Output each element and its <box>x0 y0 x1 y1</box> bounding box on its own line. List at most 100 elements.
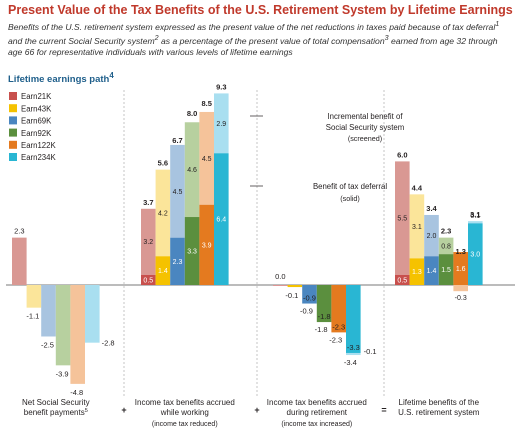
data-label-retirement-total-earn92k: -1.8 <box>315 325 328 334</box>
bar-retirement-deferral-earn234k <box>346 285 361 353</box>
bar-lifetime-ss-earn43k <box>409 194 425 259</box>
bar-net-ss-earn234k <box>85 285 100 343</box>
category-label-1-line-2: benefit payments5 <box>24 408 88 417</box>
data-label-working-total-earn92k: 8.0 <box>187 109 197 118</box>
subtitle-part-4: earned from age 32 through age 66 for re… <box>8 35 498 58</box>
bar-working-deferral-earn69k <box>170 237 185 285</box>
data-label-retirement-deferral-earn122k: -2.3 <box>332 322 345 331</box>
bar-working-ss-earn92k <box>184 122 200 218</box>
annotation-deferral-line-1: Benefit of tax deferral <box>313 182 387 191</box>
data-label-retirement-deferral-earn43k: -0.1 <box>285 291 298 300</box>
data-label-lifetime-ss-earn92k: 0.8 <box>441 243 451 250</box>
legend-label-earn69k: Earn69K <box>21 117 52 126</box>
bar-lifetime-deferral-earn92k <box>438 254 454 285</box>
operator-1: + <box>121 405 126 415</box>
bar-lifetime-ss-earn21k <box>395 161 410 275</box>
data-label-working-deferral-earn69k: 2.3 <box>173 259 183 266</box>
bar-net-ss-earn21k <box>12 237 27 285</box>
category-sublabel-2: (income tax reduced) <box>152 421 218 428</box>
category-label-3-line-2: during retirement <box>287 408 348 417</box>
data-label-lifetime-total-earn122k: 1.3 <box>455 247 465 256</box>
bar-net-ss-earn122k <box>70 285 85 384</box>
bar-working-deferral-earn43k <box>155 256 171 285</box>
operator-2: + <box>254 405 259 415</box>
data-label-net-ss-earn122k: -4.8 <box>70 388 83 397</box>
footnote-1: 1 <box>495 20 500 28</box>
subtitle-part-2: and the current Social Security system <box>8 35 155 46</box>
data-label-net-ss-earn43k: -1.1 <box>26 312 39 321</box>
bar-net-ss-earn69k <box>41 285 56 337</box>
bar-working-ss-earn234k <box>214 93 229 154</box>
data-label-retirement-deferral-earn69k: -0.9 <box>303 294 316 303</box>
bar-working-ss-earn69k <box>170 144 185 238</box>
category-label-3-line-1: Income tax benefits accrued <box>267 398 367 407</box>
legend-swatch-earn21k <box>9 92 17 100</box>
footnote-3: 3 <box>384 34 389 43</box>
bar-retirement-deferral-earn43k <box>287 285 303 288</box>
data-label-lifetime-deferral-earn234k: 3.0 <box>470 252 480 259</box>
bar-working-deferral-earn122k <box>199 204 214 285</box>
bar-net-ss-earn43k <box>26 285 42 308</box>
annotation-ss-line-1: Incremental benefit of <box>328 112 404 121</box>
data-label-net-ss-earn234k: -2.8 <box>102 339 115 348</box>
subtitle-part-3: as a percentage of the present value of … <box>158 35 385 46</box>
bar-retirement-ss-earn234k <box>346 352 361 356</box>
legend-label-earn92k: Earn92K <box>21 129 52 138</box>
data-label-retirement-total-earn234k: -3.4 <box>344 358 357 367</box>
data-label-working-deferral-earn21k: 0.5 <box>143 277 153 284</box>
category-sublabel-3: (income tax increased) <box>281 421 352 428</box>
category-label-4-line-2: U.S. retirement system <box>398 408 480 417</box>
bar-retirement-deferral-earn21k <box>273 285 288 286</box>
legend-swatch-earn234k <box>9 153 17 161</box>
data-label-working-ss-earn69k: 4.5 <box>173 189 183 196</box>
data-label-lifetime-deferral-earn43k: 1.3 <box>412 269 422 276</box>
annotation-ss-line-2: Social Security system <box>326 123 404 132</box>
data-label-lifetime-deferral-earn122k: 1.6 <box>456 266 466 273</box>
footnote-2: 2 <box>154 34 159 43</box>
data-label-lifetime-deferral-earn69k: 1.4 <box>427 268 437 275</box>
bar-lifetime-deferral-earn21k <box>395 274 410 285</box>
data-label-lifetime-ss-earn43k: 3.1 <box>412 224 422 231</box>
data-label-retirement-deferral-earn92k: -1.8 <box>318 312 331 321</box>
subtitle-part-1: Benefits of the U.S. retirement system e… <box>8 21 496 32</box>
data-label-net-ss-earn69k: -2.5 <box>41 341 54 350</box>
bar-lifetime-deferral-earn122k <box>453 252 468 285</box>
bar-lifetime-ss-earn122k <box>453 285 468 292</box>
data-label-retirement-earn21k: 0.0 <box>275 272 285 281</box>
data-label-lifetime-total-earn69k: 3.4 <box>426 204 437 213</box>
data-label-working-ss-earn234k: 2.9 <box>216 121 226 128</box>
data-label-working-ss-earn43k: 4.2 <box>158 210 168 217</box>
bar-working-deferral-earn234k <box>214 153 229 285</box>
data-label-working-ss-earn92k: 4.6 <box>187 167 197 174</box>
data-label-lifetime-deferral-earn92k: 1.5 <box>441 267 451 274</box>
data-label-retirement-total-earn69k: -0.9 <box>300 307 313 316</box>
data-label-retirement-total-earn122k: -2.3 <box>329 335 342 344</box>
legend-swatch-earn69k <box>9 116 17 125</box>
operator-3: = <box>381 405 386 415</box>
legend-title-text: Lifetime earnings path <box>8 74 110 86</box>
legend-title: Lifetime earnings path4 <box>8 71 114 85</box>
data-label-lifetime-ss-earn21k: 5.5 <box>397 216 407 223</box>
legend-swatch-earn92k <box>9 128 17 137</box>
data-label-working-total-earn234k: 9.3 <box>216 82 226 91</box>
data-label-lifetime-total-earn43k: 4.4 <box>412 183 423 192</box>
legend-swatch-earn43k <box>9 104 17 113</box>
bar-working-ss-earn21k <box>141 208 156 275</box>
category-label-1-line-1: Net Social Security <box>22 398 90 407</box>
data-label-retirement-deferral-earn234k: -3.3 <box>347 343 360 352</box>
bar-retirement-deferral-earn92k <box>316 285 332 323</box>
legend-label-earn122k: Earn122K <box>21 141 56 150</box>
category-label-2-line-2: while working <box>160 408 209 417</box>
legend-label-earn234k: Earn234K <box>21 153 56 162</box>
data-label-lifetime-ss-earn122k: -0.3 <box>455 295 467 302</box>
chart-subtitle: Benefits of the U.S. retirement system e… <box>8 19 513 58</box>
category-label-2-line-1: Income tax benefits accrued <box>135 398 235 407</box>
data-label-working-deferral-earn234k: 6.4 <box>216 217 226 224</box>
data-label-working-deferral-earn43k: 1.4 <box>158 268 168 275</box>
data-label-lifetime-deferral-earn21k: 0.5 <box>397 277 407 284</box>
data-label-lifetime-ss-earn234k: 0.1 <box>470 213 480 220</box>
data-label-working-deferral-earn92k: 3.3 <box>187 249 197 256</box>
data-label-lifetime-total-earn234k: 3.1 <box>470 210 480 219</box>
